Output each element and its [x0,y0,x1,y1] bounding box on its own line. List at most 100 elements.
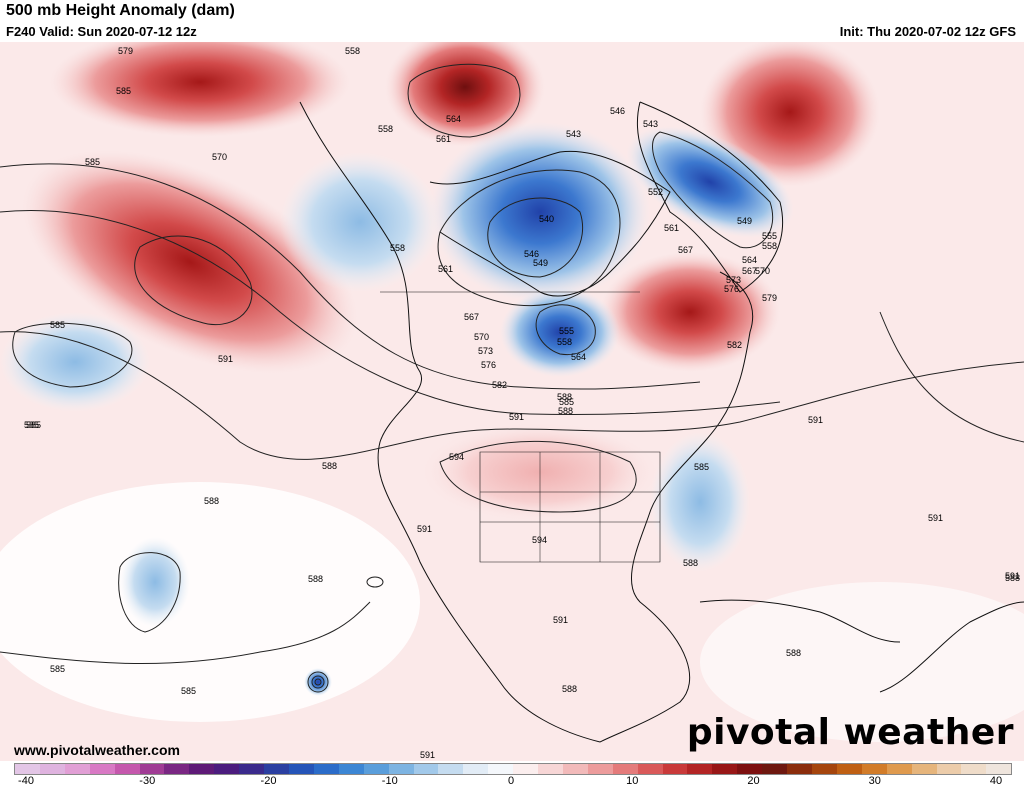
contour-label: 576 [724,284,739,294]
south-america [879,601,1024,693]
neutral-area [0,482,420,722]
contour-label: 558 [390,243,405,253]
contour-label: 543 [566,129,581,139]
colorbar-swatch [587,764,613,774]
negative-anomaly-hudson [430,122,650,302]
positive-anomaly-alaska [50,42,350,137]
contour-label: 585 [24,420,39,430]
negative-anomaly-pacific [0,312,150,412]
contour-label: 588 [204,496,219,506]
coastlines [299,101,1024,743]
contour-labels: 579 558 558 561 564 543 546 543 552 549 … [24,46,1020,760]
colorbar-swatch [338,764,364,774]
colorbar-swatch [413,764,439,774]
contour-label: 573 [478,346,493,356]
colorbar-swatch [164,764,190,774]
contour-label: 558 [557,337,572,347]
contour-label: 591 [928,513,943,523]
colorbar-swatch [562,764,588,774]
contour-label: 570 [212,152,227,162]
init-time: Init: Thu 2020-07-02 12z GFS [839,24,1016,39]
contour-585-pacific [12,322,133,388]
contour-label: 591 [553,615,568,625]
colorbar-swatch [189,764,215,774]
colorbar-swatch [886,764,912,774]
contour-540 [487,197,584,278]
colorbar-swatch [15,764,40,774]
contour-label: 555 [559,326,574,336]
colorbar-swatch [812,764,837,774]
contour-label: 588 [786,648,801,658]
contour-label: 585 [50,320,65,330]
colorbar-tick: 20 [747,775,760,787]
header: 500 mb Height Anomaly (dam) F240 Valid: … [0,0,1024,42]
colorbar-tick: 10 [626,775,639,787]
colorbar-tick: -30 [139,775,156,787]
colorbar-swatch [64,764,90,774]
colorbar-swatch [687,764,713,774]
contour-582 [0,163,701,390]
height-contours [0,63,1024,693]
contour-label: 567 [464,312,479,322]
contour-label: 588 [557,392,572,402]
contour-label: 555 [762,231,777,241]
contour-label: 573 [726,275,741,285]
caribbean [699,599,901,643]
contour-label: 585 [694,462,709,472]
colorbar-swatch [114,764,140,774]
map-title: 500 mb Height Anomaly (dam) [6,2,235,19]
colorbar-swatch [662,764,688,774]
colorbar-swatch [936,764,962,774]
contour-label: 564 [742,255,757,265]
contour-label: 588 [683,558,698,568]
contour-label: 594 [532,535,547,545]
negative-anomaly-pacific-2 [120,537,190,627]
contour-594 [439,440,637,513]
colorbar-swatch [961,764,987,774]
contour-564-high [407,63,521,138]
colorbar-swatch [313,764,339,774]
contour-label: 585 [559,397,574,407]
contour-585 [0,209,781,415]
contour-label: 591 [1005,571,1020,581]
contour-588-pacific [118,552,181,633]
contour-label: 579 [762,293,777,303]
colorbar-swatch [911,764,937,774]
contour-label: 591 [808,415,823,425]
contour-label: 594 [449,452,464,462]
colorbar-swatch [239,764,265,774]
east-coast [599,271,754,743]
positive-anomaly-arctic [385,42,545,147]
contour-tropical-low-outer [307,671,329,693]
contour-555 [535,304,596,356]
contour-label: 585 [85,157,100,167]
colorbar-swatch [787,764,812,774]
greenland [636,101,784,293]
contour-label: 546 [610,106,625,116]
colorbar-ticks: -40 -30 -20 -10 0 10 20 30 40 [0,775,1024,789]
contour-label: 585 [116,86,131,96]
colorbar-swatch [363,764,389,774]
colorbar-swatch [39,764,65,774]
contour-label: 552 [648,187,663,197]
website-url: www.pivotalweather.com [14,742,180,758]
contour-label: 546 [524,249,539,259]
contour-591-east [879,311,1024,443]
contour-label: 564 [571,352,586,362]
colorbar-swatch [836,764,862,774]
contour-label: 582 [727,340,742,350]
contour-label: 549 [737,216,752,226]
contour-label: 579 [118,46,133,56]
colorbar-swatch [463,764,489,774]
colorbar-tick: -40 [18,775,34,787]
contour-label: 558 [762,241,777,251]
colorbar-swatch [89,764,115,774]
contour-label: 570 [474,332,489,342]
contour-label: 540 [539,214,554,224]
contour-label: 588 [562,684,577,694]
negative-anomaly-west-canada [280,152,440,292]
contour-label: 591 [218,354,233,364]
colorbar-swatch [737,764,763,774]
contour-label: 576 [481,360,496,370]
colorbar-tick: 40 [989,775,1003,787]
